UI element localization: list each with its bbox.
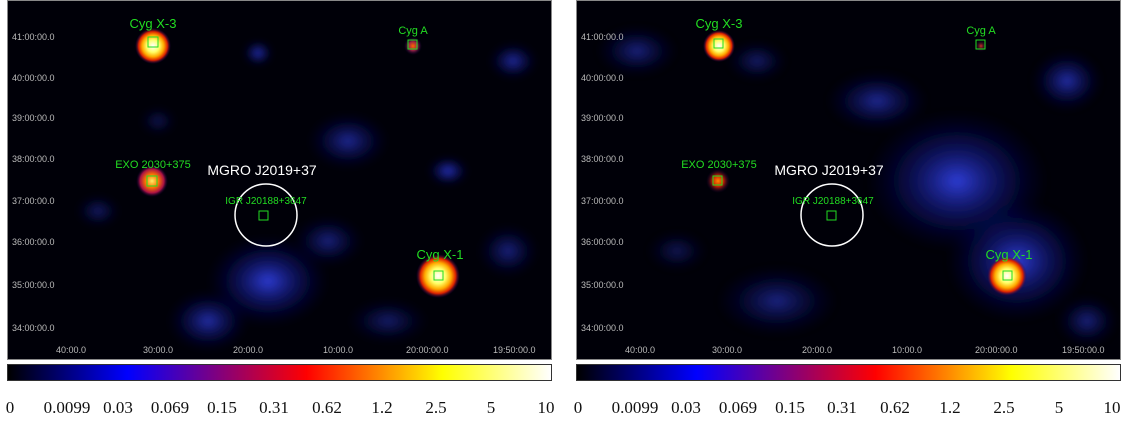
cyg-a-label: Cyg A [966, 25, 996, 37]
cyg-x1-label: Cyg X-1 [986, 247, 1033, 262]
scale-label: 0.15 [775, 398, 805, 417]
exo-source [136, 165, 168, 197]
colorbar-left [7, 364, 552, 381]
cyg-x1-source [416, 254, 460, 298]
cyg-a-label: Cyg A [398, 25, 428, 37]
scale-label: 0.31 [827, 398, 857, 417]
cyg-x3-marker [713, 38, 724, 49]
diffuse-emission [76, 41, 538, 351]
y-tick: 37:00:00.0 [12, 196, 55, 206]
scale-label: 0.0099 [43, 398, 91, 417]
cyg-x1-source [987, 256, 1027, 296]
x-tick: 20:00:00.0 [406, 345, 449, 355]
diffuse-emission [597, 26, 1117, 346]
y-tick: 40:00:00.0 [581, 73, 624, 83]
cyg-a-marker [407, 39, 418, 50]
scale-label: 0.03 [671, 398, 701, 417]
igr-label: IGR J20188+3647 [792, 196, 874, 207]
x-tick: 19:50:00.0 [1062, 345, 1105, 355]
x-tick: 30:00.0 [143, 345, 173, 355]
y-tick: 41:00:00.0 [581, 32, 624, 42]
cyg-a-marker [975, 39, 986, 50]
y-tick: 35:00:00.0 [581, 280, 624, 290]
igr-marker [826, 210, 837, 221]
x-tick: 20:00:00.0 [975, 345, 1018, 355]
igr-marker [258, 210, 269, 221]
scale-label: 0.03 [103, 398, 133, 417]
exo-source [706, 169, 730, 193]
exo-label: EXO 2030+375 [681, 159, 757, 171]
scale-label: 5 [1054, 398, 1064, 417]
scale-label: 0.069 [150, 398, 190, 417]
colorbar-left-gradient [8, 365, 551, 380]
x-tick: 10:00.0 [323, 345, 353, 355]
cyg-x3-source [135, 28, 171, 64]
colorbar-left-labels: 0 0.0099 0.03 0.069 0.15 0.31 0.62 1.2 2… [0, 398, 560, 420]
y-tick: 39:00:00.0 [12, 113, 55, 123]
scale-label: 0.069 [718, 398, 758, 417]
x-tick: 19:50:00.0 [493, 345, 536, 355]
x-axis-ticks: 40:00.0 30:00.0 20:00.0 10:00.0 20:00:00… [625, 345, 1105, 355]
sky-map-left: Cyg X-3 Cyg A EXO 2030+375 IGR J20188+36… [7, 0, 552, 360]
y-tick: 38:00:00.0 [12, 154, 55, 164]
x-tick: 40:00.0 [625, 345, 655, 355]
scale-label: 0.62 [880, 398, 910, 417]
cyg-x3-marker [147, 36, 159, 48]
y-tick: 34:00:00.0 [581, 323, 624, 333]
exo-marker [146, 175, 158, 187]
scale-label: 10 [537, 398, 555, 417]
igr-label: IGR J20188+3647 [225, 196, 307, 207]
x-tick: 20:00.0 [802, 345, 832, 355]
x-tick: 40:00.0 [56, 345, 86, 355]
colorbar-right [576, 364, 1121, 381]
cyg-x1-marker [433, 270, 444, 281]
mgro-region-label: MGRO J2019+37 [774, 162, 884, 178]
scale-label: 10 [1103, 398, 1121, 417]
cyg-x1-label: Cyg X-1 [417, 247, 464, 262]
y-tick: 36:00:00.0 [12, 237, 55, 247]
scale-label: 2.5 [993, 398, 1015, 417]
exo-label: EXO 2030+375 [115, 159, 191, 171]
y-tick: 39:00:00.0 [581, 113, 624, 123]
scale-label: 5 [486, 398, 496, 417]
scale-label: 1.2 [371, 398, 393, 417]
x-axis-ticks: 40:00.0 30:00.0 20:00.0 10:00.0 20:00:00… [56, 345, 536, 355]
x-tick: 20:00.0 [233, 345, 263, 355]
exo-marker [712, 175, 723, 186]
sky-map-right-svg: Cyg X-3 Cyg A EXO 2030+375 IGR J20188+36… [577, 1, 1120, 359]
y-tick: 35:00:00.0 [12, 280, 55, 290]
cyg-x1-marker [1002, 270, 1013, 281]
y-tick: 40:00:00.0 [12, 73, 55, 83]
mgro-region-label: MGRO J2019+37 [207, 162, 317, 178]
y-axis-ticks: 41:00:00.0 40:00:00.0 39:00:00.0 38:00:0… [12, 32, 55, 333]
scale-label: 0 [5, 398, 15, 417]
mgro-region-circle [800, 183, 864, 247]
scale-label: 0.0099 [611, 398, 659, 417]
scale-label: 2.5 [425, 398, 447, 417]
y-tick: 41:00:00.0 [12, 32, 55, 42]
y-tick: 36:00:00.0 [581, 237, 624, 247]
y-tick: 34:00:00.0 [12, 323, 55, 333]
scale-label: 0.15 [207, 398, 237, 417]
y-tick: 38:00:00.0 [581, 154, 624, 164]
mgro-region-circle [234, 183, 298, 247]
sky-map-right: Cyg X-3 Cyg A EXO 2030+375 IGR J20188+36… [576, 0, 1121, 360]
y-tick: 37:00:00.0 [581, 196, 624, 206]
colorbar-right-labels: 0 0.0099 0.03 0.069 0.15 0.31 0.62 1.2 2… [568, 398, 1128, 420]
cyg-x3-label: Cyg X-3 [696, 16, 743, 31]
cyg-x3-label: Cyg X-3 [130, 16, 177, 31]
x-tick: 10:00.0 [892, 345, 922, 355]
colorbar-right-gradient [577, 365, 1120, 380]
scale-label: 0.62 [312, 398, 342, 417]
scale-label: 0.31 [259, 398, 289, 417]
scale-label: 0 [573, 398, 583, 417]
cyg-x3-source [703, 30, 735, 62]
x-tick: 30:00.0 [712, 345, 742, 355]
scale-label: 1.2 [939, 398, 961, 417]
y-axis-ticks: 41:00:00.0 40:00:00.0 39:00:00.0 38:00:0… [581, 32, 624, 333]
sky-map-left-svg: Cyg X-3 Cyg A EXO 2030+375 IGR J20188+36… [8, 1, 551, 359]
